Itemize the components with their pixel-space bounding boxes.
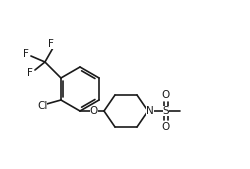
- Text: O: O: [162, 90, 170, 100]
- Text: N: N: [146, 106, 154, 116]
- Text: F: F: [27, 68, 33, 78]
- Text: F: F: [48, 39, 54, 49]
- Text: O: O: [90, 106, 98, 116]
- Text: F: F: [23, 49, 29, 59]
- Text: S: S: [163, 106, 169, 116]
- Text: O: O: [162, 122, 170, 132]
- Text: Cl: Cl: [37, 101, 47, 111]
